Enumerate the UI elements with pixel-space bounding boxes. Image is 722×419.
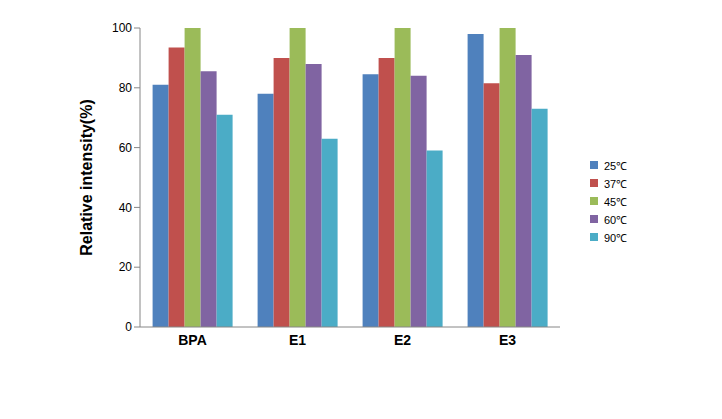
svg-text:0: 0 <box>125 320 132 334</box>
svg-text:40: 40 <box>119 201 133 215</box>
html-text:60℃: 60℃ <box>604 213 628 226</box>
html-text:37℃: 37℃ <box>604 177 628 190</box>
svg-text:60: 60 <box>119 141 133 155</box>
html-text:45℃: 45℃ <box>604 195 628 208</box>
svg-text:80: 80 <box>119 81 133 95</box>
svg-text:BPA: BPA <box>178 332 207 348</box>
svg-text:100: 100 <box>112 21 132 35</box>
svg-text:Relative intensity(%): Relative intensity(%) <box>78 99 95 255</box>
svg-text:E1: E1 <box>289 332 306 348</box>
html-text:25℃: 25℃ <box>604 159 628 172</box>
html-text:90℃: 90℃ <box>604 231 628 244</box>
svg-text:E2: E2 <box>394 332 411 348</box>
svg-text:E3: E3 <box>499 332 516 348</box>
svg-text:20: 20 <box>119 260 133 274</box>
